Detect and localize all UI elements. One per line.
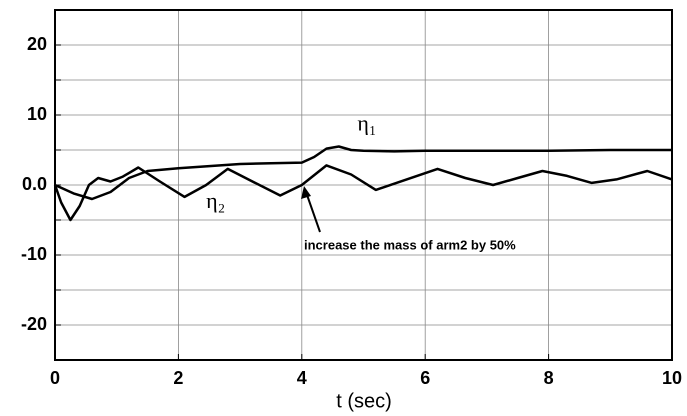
annotation-arrow xyxy=(305,191,321,233)
x-tick-label: 6 xyxy=(420,368,430,388)
series-line xyxy=(53,164,673,222)
series-label: η₂ xyxy=(206,188,225,213)
annotation: increase the mass of arm2 by 50% xyxy=(304,237,516,252)
y-tick-label: 0.0 xyxy=(22,174,47,194)
x-tick-label: 2 xyxy=(173,368,183,388)
series-line xyxy=(54,145,672,201)
y-tick-label: -20 xyxy=(21,314,47,334)
y-tick-label: -10 xyxy=(21,244,47,264)
x-tick-label: 0 xyxy=(50,368,60,388)
x-axis-label: t (sec) xyxy=(336,390,392,412)
x-tick-label: 4 xyxy=(297,368,307,388)
x-tick-label: 10 xyxy=(662,368,682,388)
annotation-arrowhead xyxy=(301,186,311,199)
series-label: η₁ xyxy=(357,111,376,136)
y-tick-label: 20 xyxy=(27,34,47,54)
y-tick-label: 10 xyxy=(27,104,47,124)
x-tick-label: 8 xyxy=(544,368,554,388)
